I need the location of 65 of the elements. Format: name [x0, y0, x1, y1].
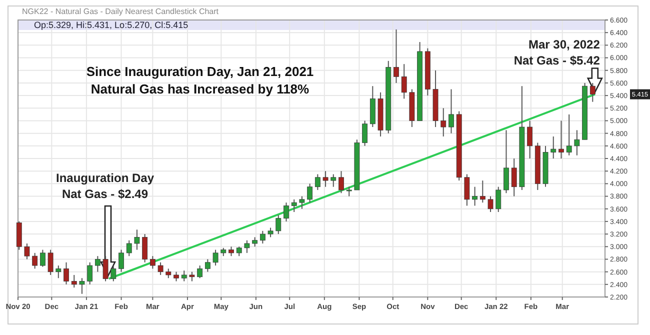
candlestick [204, 258, 210, 272]
annotation: Inauguration Day Nat Gas - $2.49 [56, 171, 154, 202]
candlestick [566, 114, 572, 156]
chart-title: NGK22 - Natural Gas - Daily Nearest Candlestick Chart [22, 7, 220, 16]
candlestick [314, 174, 320, 190]
candlestick [16, 220, 22, 250]
candlestick [174, 271, 179, 282]
candlestick [401, 64, 407, 100]
candlestick [307, 183, 313, 204]
candlestick [87, 262, 93, 285]
candlestick [472, 186, 478, 206]
candlestick [558, 120, 564, 159]
candlestick [527, 120, 532, 159]
candlestick [212, 249, 218, 266]
candlestick [24, 242, 30, 260]
candlestick [511, 158, 517, 197]
candlestick [32, 252, 38, 270]
candlestick [158, 262, 164, 276]
candlestick [236, 246, 242, 257]
candlestick [252, 236, 258, 248]
candlestick [276, 214, 282, 235]
candlestick [284, 202, 289, 222]
candlestick [488, 196, 494, 213]
candlestick [299, 196, 305, 210]
candlestick [48, 249, 54, 276]
candlestick [126, 240, 132, 257]
candlestick [189, 271, 195, 282]
candlestick [590, 82, 596, 102]
candlestick [102, 256, 108, 282]
candlestick [94, 256, 100, 272]
candlestick [260, 230, 266, 244]
candlestick [291, 198, 297, 213]
candlestick [197, 265, 203, 279]
candlestick [166, 268, 172, 279]
candlestick [56, 265, 62, 279]
candlestick [79, 278, 85, 294]
candlestick [228, 246, 234, 257]
candlestick [504, 130, 509, 194]
candlestick [338, 170, 344, 194]
candlestick [440, 108, 446, 137]
candlestick [362, 120, 368, 146]
candlestick [464, 174, 470, 206]
candlestick [134, 229, 140, 250]
candlestick [118, 249, 124, 272]
candlestick [64, 262, 69, 285]
candlestick [150, 256, 156, 270]
candlestick [268, 227, 274, 238]
candlestick [244, 240, 250, 254]
annotation: Op:5.329, Hi:5.431, Lo:5.270, Cl:5.415 [34, 20, 188, 30]
candlestick [142, 234, 148, 263]
candlestick [40, 249, 46, 268]
annotation: Since Inauguration Day, Jan 21, 2021 Natural Gas has Increased by 118% [86, 64, 314, 97]
candlestick [322, 170, 328, 188]
candlestick [448, 88, 454, 134]
annotation: Mar 30, 2022 Nat Gas - $5.42 [514, 37, 600, 68]
candlestick [550, 136, 556, 159]
candlestick [330, 174, 336, 188]
candlestick [394, 28, 399, 84]
candlestick [480, 180, 486, 204]
candlestick [346, 186, 352, 197]
candlestick [496, 186, 502, 213]
candlestick [71, 274, 77, 288]
candlestick [181, 270, 187, 282]
candlestick [574, 130, 580, 156]
candlestick [110, 265, 116, 282]
